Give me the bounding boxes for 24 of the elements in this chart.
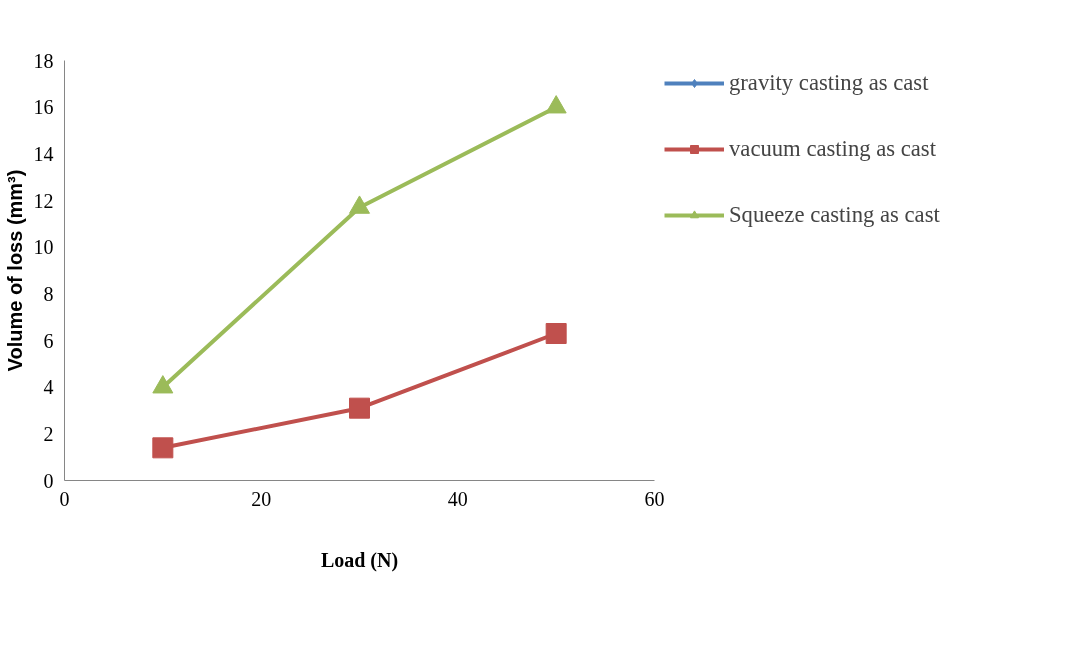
x-tick-label: 0 [59,487,70,510]
x-tick-label: 60 [644,487,665,510]
point [545,95,567,114]
point [349,397,370,419]
y-tick-label: 2 [43,422,54,445]
y-tick-label: 6 [43,329,54,352]
legend-label: gravity casting as cast [729,70,929,96]
point [152,437,174,459]
legend-label: vacuum casting as cast [729,136,936,162]
x-axis-title: Load (N) [320,548,399,572]
y-tick-label: 10 [33,236,54,259]
x-tick-label: 20 [251,487,272,510]
y-tick-label: 0 [43,469,54,492]
y-tick-label: 12 [33,189,54,212]
point [349,195,370,214]
y-tick-label: 4 [43,376,54,399]
y-tick-label: 8 [43,282,54,305]
y-axis-title: Volume of loss (mm³) [3,169,26,372]
y-tick-label: 14 [33,142,54,165]
y-tick-label: 18 [33,49,54,72]
point [545,323,567,344]
legend-label: Squeeze casting as cast [729,202,940,228]
y-tick-label: 16 [33,96,54,119]
x-tick-label: 40 [447,487,468,510]
